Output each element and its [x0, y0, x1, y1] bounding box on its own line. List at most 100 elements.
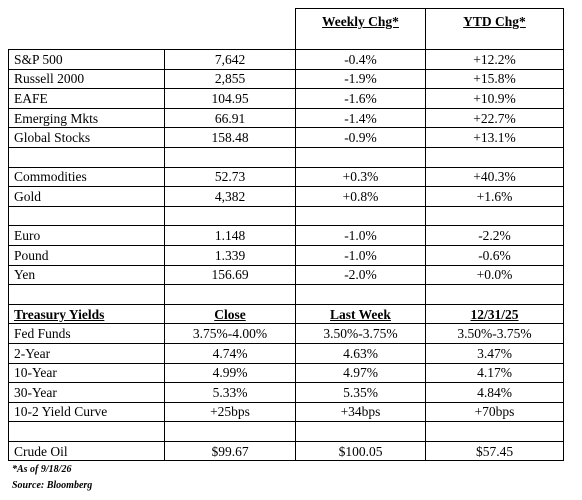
table-cell: Global Stocks — [8, 127, 165, 148]
table-cell: 3.75%-4.00% — [164, 323, 296, 344]
table-cell: 66.91 — [164, 107, 296, 129]
table-row — [8, 284, 564, 305]
table-cell: 7,642 — [164, 49, 296, 70]
footnote: *As of 9/18/26 — [12, 464, 72, 475]
table-cell: 156.69 — [164, 264, 296, 286]
table-cell: +0.8% — [295, 186, 426, 207]
table-row: 2-Year 4.74% 4.63% 3.47% — [8, 342, 564, 364]
table-cell: +10.9% — [425, 88, 564, 109]
table-row: EAFE 104.95 -1.6% +10.9% — [8, 88, 564, 109]
table-cell — [8, 205, 165, 227]
table-cell: 10-2 Yield Curve — [8, 401, 165, 423]
table-cell: -0.9% — [295, 127, 426, 148]
table-cell: 10-Year — [8, 362, 165, 384]
table-cell — [295, 205, 426, 227]
table-cell: 52.73 — [164, 166, 296, 188]
table-row: 10-2 Yield Curve +25bps +34bps +70bps — [8, 401, 564, 423]
table-cell — [8, 421, 165, 442]
table-cell: 4.63% — [295, 342, 426, 364]
table-cell: Russell 2000 — [8, 68, 165, 90]
table-cell — [425, 205, 564, 227]
table-cell: $99.67 — [164, 440, 296, 462]
table-cell: Yen — [8, 264, 165, 286]
table-row: Fed Funds 3.75%-4.00% 3.50%-3.75% 3.50%-3.7… — [8, 323, 564, 344]
table-cell: $100.05 — [295, 440, 426, 462]
table-cell — [8, 8, 165, 50]
table-cell: Commodities — [8, 166, 165, 188]
table-row: Commodities 52.73 +0.3% +40.3% — [8, 166, 564, 188]
table-cell: +34bps — [295, 401, 426, 423]
table-cell — [295, 146, 426, 168]
table-cell: -1.6% — [295, 88, 426, 109]
table-cell: +13.1% — [425, 127, 564, 148]
table-cell: Treasury Yields — [8, 303, 165, 325]
table-cell — [425, 421, 564, 442]
table-row — [8, 146, 564, 168]
table-cell: +22.7% — [425, 107, 564, 129]
table-cell: 12/31/25 — [425, 303, 564, 325]
table-cell: 2,855 — [164, 68, 296, 90]
table-cell: Last Week — [295, 303, 426, 325]
table-cell — [164, 205, 296, 227]
table-cell: Crude Oil — [8, 440, 165, 462]
table-cell — [8, 146, 165, 168]
table-row: 10-Year 4.99% 4.97% 4.17% — [8, 362, 564, 384]
table-row: Crude Oil $99.67 $100.05 $57.45 — [8, 440, 564, 462]
table-cell — [295, 284, 426, 305]
table-row: 30-Year 5.33% 5.35% 4.84% — [8, 382, 564, 403]
table-row: Global Stocks 158.48 -0.9% +13.1% — [8, 127, 564, 148]
table-cell: 4,382 — [164, 186, 296, 207]
table-body: Weekly Chg* YTD Chg* S&P 500 7,642 -0.4% +12.… — [8, 8, 564, 462]
table-cell: 5.33% — [164, 382, 296, 403]
table-cell: -2.0% — [295, 264, 426, 286]
table-row: S&P 500 7,642 -0.4% +12.2% — [8, 49, 564, 70]
table-cell: $57.45 — [425, 440, 564, 462]
table-cell: 2-Year — [8, 342, 165, 364]
table-row — [8, 205, 564, 227]
table-cell: +70bps — [425, 401, 564, 423]
table-cell: Emerging Mkts — [8, 107, 165, 129]
table-cell — [295, 421, 426, 442]
table-cell: -0.6% — [425, 244, 564, 266]
table-cell — [164, 8, 296, 50]
table-cell: -2.2% — [425, 225, 564, 246]
table-cell: 3.47% — [425, 342, 564, 364]
table-cell — [425, 146, 564, 168]
table-cell: 1.339 — [164, 244, 296, 266]
table-row: Euro 1.148 -1.0% -2.2% — [8, 225, 564, 246]
table-row: Weekly Chg* YTD Chg* — [8, 8, 564, 50]
table-cell: S&P 500 — [8, 49, 165, 70]
market-table: Weekly Chg* YTD Chg* S&P 500 7,642 -0.4% +12.… — [8, 8, 564, 462]
table-cell: YTD Chg* — [425, 8, 564, 50]
table-cell: 30-Year — [8, 382, 165, 403]
table-cell: 3.50%-3.75% — [425, 323, 564, 344]
table-cell: -1.9% — [295, 68, 426, 90]
table-cell: 1.148 — [164, 225, 296, 246]
table-cell: 4.74% — [164, 342, 296, 364]
table-cell: Euro — [8, 225, 165, 246]
table-cell: 4.97% — [295, 362, 426, 384]
table-cell — [164, 284, 296, 305]
table-row: Yen 156.69 -2.0% +0.0% — [8, 264, 564, 286]
table-cell: -1.0% — [295, 225, 426, 246]
table-cell: 158.48 — [164, 127, 296, 148]
table-row: Pound 1.339 -1.0% -0.6% — [8, 244, 564, 266]
table-cell: +0.3% — [295, 166, 426, 188]
table-cell: 104.95 — [164, 88, 296, 109]
table-cell: +15.8% — [425, 68, 564, 90]
table-cell: 3.50%-3.75% — [295, 323, 426, 344]
table-row: Treasury Yields Close Last Week 12/31/25 — [8, 303, 564, 325]
table-cell: 4.84% — [425, 382, 564, 403]
table-cell: +12.2% — [425, 49, 564, 70]
footnote: Source: Bloomberg — [12, 480, 93, 491]
table-cell: Close — [164, 303, 296, 325]
table-cell: 4.17% — [425, 362, 564, 384]
table-row: Emerging Mkts 66.91 -1.4% +22.7% — [8, 107, 564, 129]
table-cell: -1.4% — [295, 107, 426, 129]
table-cell: Weekly Chg* — [295, 8, 426, 50]
footnotes: *As of 9/18/26 Source: Bloomberg — [12, 462, 92, 494]
table-cell — [164, 421, 296, 442]
table-cell: 4.99% — [164, 362, 296, 384]
table-cell: +40.3% — [425, 166, 564, 188]
